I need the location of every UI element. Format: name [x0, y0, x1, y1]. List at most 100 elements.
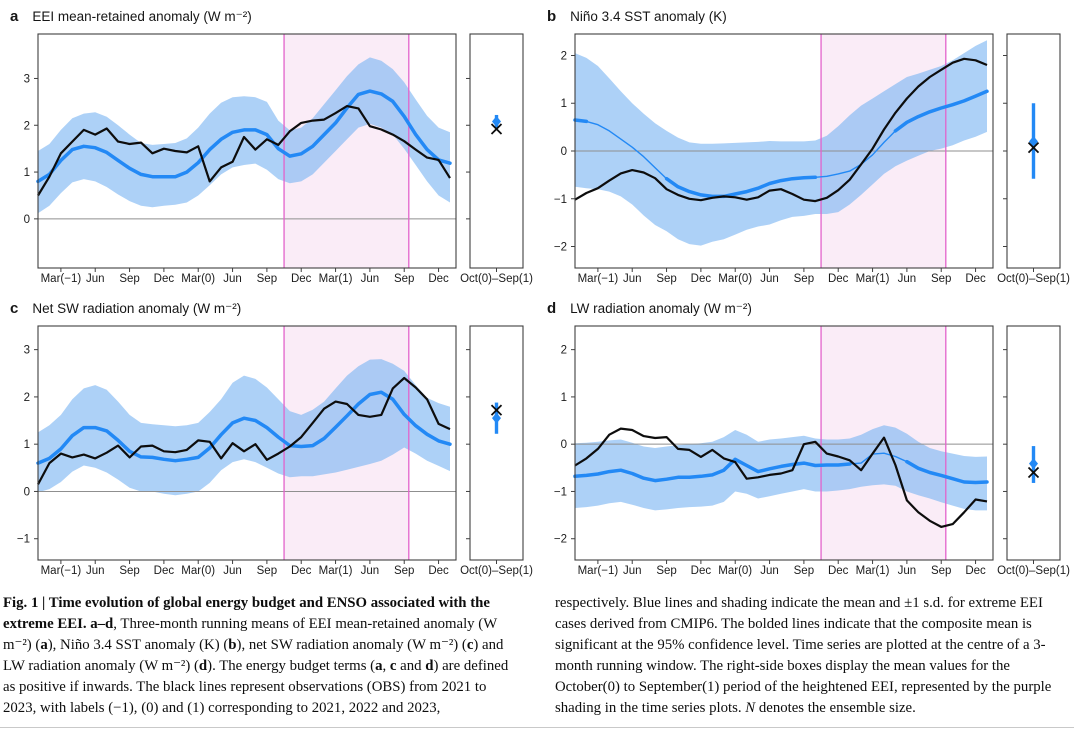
- y-tick-label: −2: [554, 534, 567, 546]
- caption-segment: d: [198, 658, 208, 674]
- side-obs-x-marker: [1027, 142, 1040, 154]
- x-tick-label: Mar(1): [856, 273, 890, 285]
- panel-a-letter: a: [10, 8, 19, 25]
- x-tick-label: Sep: [656, 273, 676, 285]
- side-box-label: Oct(0)–Sep(1): [460, 565, 533, 577]
- side-box-label: Oct(0)–Sep(1): [460, 273, 533, 285]
- x-tick-label: Jun: [623, 273, 642, 285]
- side-mean-diamond: [1029, 458, 1038, 470]
- cmip6-mean-line-bold: [36, 390, 452, 465]
- x-tick-label: Jun: [361, 273, 380, 285]
- x-tick-label: Mar(0): [181, 565, 215, 577]
- x-tick-label: Mar(1): [319, 273, 353, 285]
- x-tick-label: Jun: [760, 273, 779, 285]
- x-tick-label: Dec: [691, 273, 712, 285]
- caption-segment: a: [375, 658, 383, 674]
- x-tick-label: Dec: [428, 273, 449, 285]
- caption-segment: ,: [382, 658, 390, 674]
- x-tick-label: Mar(0): [718, 565, 752, 577]
- caption-segment: and: [396, 658, 426, 674]
- x-tick-label: Jun: [86, 565, 105, 577]
- panel-b-title-text: Niño 3.4 SST anomaly (K): [570, 9, 727, 24]
- x-tick-label: Sep: [257, 273, 277, 285]
- side-obs-x-marker: [490, 123, 503, 135]
- x-tick-label: Jun: [223, 273, 242, 285]
- y-tick-label: −1: [554, 194, 567, 206]
- caption-segment: b: [228, 637, 237, 653]
- side-mean-diamond: [492, 412, 501, 424]
- y-tick-label: 2: [24, 392, 30, 404]
- x-tick-label: Dec: [965, 273, 986, 285]
- obs-line: [37, 376, 451, 485]
- obs-line: [574, 57, 988, 203]
- caption-segment: ). The energy budget terms (: [207, 658, 376, 674]
- side-box-label: Oct(0)–Sep(1): [997, 273, 1070, 285]
- y-tick-label: 0: [561, 146, 567, 158]
- x-tick-label: Dec: [691, 565, 712, 577]
- y-tick-label: 0: [561, 439, 567, 451]
- cmip6-mean-line-bold: [36, 89, 452, 184]
- panel-a-chart: 0 1 2 3 Mar(−1) Jun Sep Dec Mar(0) Jun Sep Dec Mar(1…: [24, 33, 533, 285]
- x-tick-label: Dec: [291, 565, 312, 577]
- cmip6-mean-line-bold: [573, 457, 852, 483]
- caption-segment: a–d: [90, 616, 114, 632]
- x-tick-label: Dec: [154, 273, 175, 285]
- caption-segment: c: [466, 637, 474, 653]
- panel-b-title: b Niño 3.4 SST anomaly (K): [547, 8, 1074, 30]
- y-tick-label: 2: [561, 345, 567, 357]
- caption-segment: respectively. Blue lines and shading ind…: [555, 595, 1052, 716]
- x-tick-label: Sep: [794, 273, 814, 285]
- x-tick-label: Mar(−1): [41, 565, 82, 577]
- panel-d-chart: −2 −1 0 1 2 Mar(−1) Jun Sep Dec Mar(0) Jun Sep Dec Ma…: [554, 325, 1070, 577]
- y-tick-label: 0: [24, 486, 30, 498]
- caption-segment: ) are defined as positive if inwards. Th…: [3, 658, 509, 716]
- side-box-border: [469, 33, 524, 269]
- y-tick-label: 1: [561, 98, 567, 110]
- panel-d-title-text: LW radiation anomaly (W m⁻²): [570, 301, 752, 316]
- x-tick-label: Mar(0): [718, 273, 752, 285]
- cmip6-mean-line-bold: [664, 175, 818, 199]
- x-tick-label: Jun: [898, 273, 917, 285]
- y-tick-label: −1: [17, 534, 30, 546]
- panel-d-title: d LW radiation anomaly (W m⁻²): [547, 300, 1074, 322]
- y-tick-label: 3: [24, 345, 30, 357]
- x-tick-label: Dec: [828, 273, 849, 285]
- x-tick-label: Jun: [361, 565, 380, 577]
- panel-c-title: c Net SW radiation anomaly (W m⁻²): [10, 300, 537, 322]
- caption-segment: ), net SW radiation anomaly (W m⁻²) (: [236, 637, 467, 653]
- x-tick-label: Dec: [828, 565, 849, 577]
- caption-segment: ) and LW radiation anomaly (W m⁻²) (: [3, 637, 504, 674]
- panel-c-title-text: Net SW radiation anomaly (W m⁻²): [32, 301, 242, 316]
- panels-grid: a EEI mean-retained anomaly (W m⁻²) 0 1 2 3 M…: [0, 6, 1074, 580]
- panel-b-chart: −2 −1 0 1 2 Mar(−1) Jun Sep Dec Mar(0) Jun Sep Dec Ma…: [554, 33, 1070, 285]
- caption-column-2: respectively. Blue lines and shading ind…: [555, 593, 1070, 719]
- x-tick-label: Mar(1): [319, 565, 353, 577]
- panel-c-chart: −1 0 1 2 3 Mar(−1) Jun Sep Dec Mar(0) Jun Sep Dec Mar…: [17, 325, 533, 577]
- x-tick-label: Sep: [794, 565, 814, 577]
- y-tick-label: 2: [24, 120, 30, 132]
- y-tick-label: 1: [24, 439, 30, 451]
- side-obs-x-marker: [490, 404, 503, 416]
- cmip6-mean-line-bold: [573, 118, 589, 124]
- panel-a-title-text: EEI mean-retained anomaly (W m⁻²): [32, 9, 252, 24]
- side-box-border: [469, 325, 524, 561]
- x-tick-label: Sep: [931, 565, 951, 577]
- panel-a: a EEI mean-retained anomaly (W m⁻²) 0 1 2 3 M…: [0, 6, 537, 288]
- x-tick-label: Sep: [257, 565, 277, 577]
- x-tick-label: Mar(−1): [578, 273, 619, 285]
- footer-rule: [0, 727, 1074, 728]
- panel-c: c Net SW radiation anomaly (W m⁻²) −1 0 1 2 3…: [0, 298, 537, 580]
- y-tick-label: 0: [24, 214, 30, 226]
- panel-c-letter: c: [10, 300, 19, 317]
- x-tick-label: Dec: [428, 565, 449, 577]
- y-tick-label: 3: [24, 73, 30, 85]
- y-tick-label: −1: [554, 486, 567, 498]
- x-tick-label: Sep: [656, 565, 676, 577]
- x-tick-label: Jun: [760, 565, 779, 577]
- side-box-border: [1006, 325, 1061, 561]
- panel-d-letter: d: [547, 300, 557, 317]
- caption-segment: d: [425, 658, 434, 674]
- y-tick-label: 1: [561, 392, 567, 404]
- x-tick-label: Jun: [898, 565, 917, 577]
- side-obs-x-marker: [1027, 466, 1040, 479]
